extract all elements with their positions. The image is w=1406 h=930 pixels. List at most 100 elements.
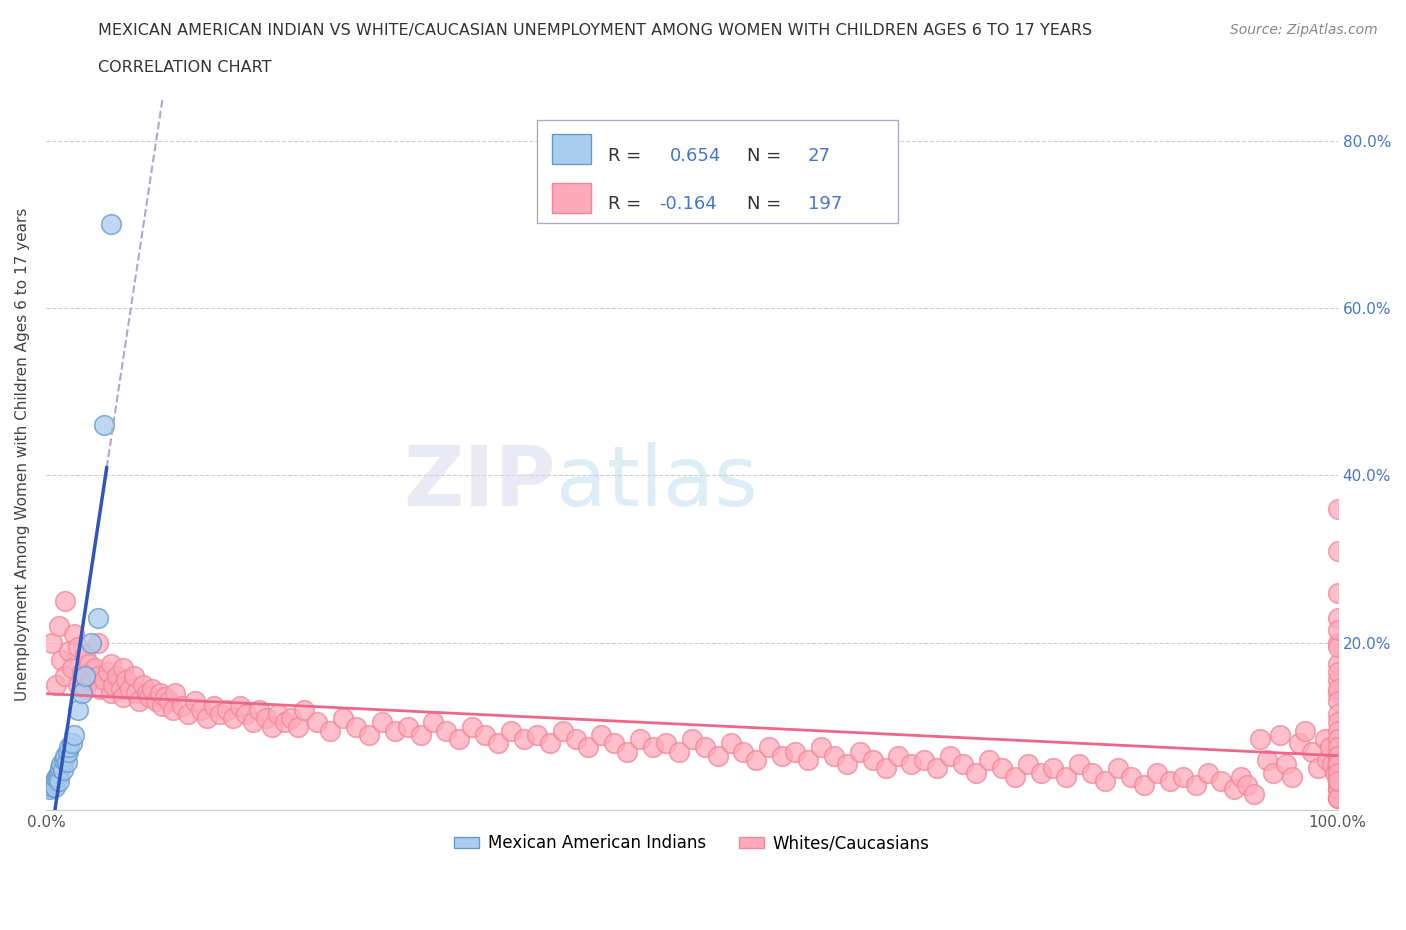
Point	[396, 719, 419, 734]
Point	[1326, 761, 1348, 776]
Point	[41, 779, 63, 794]
Bar	[553, 134, 591, 165]
Point	[965, 765, 987, 780]
Point	[1313, 732, 1336, 747]
Point	[73, 648, 96, 663]
Point	[1211, 774, 1233, 789]
Point	[952, 757, 974, 772]
Point	[538, 736, 561, 751]
Point	[86, 635, 108, 650]
Point	[1281, 769, 1303, 784]
Point	[977, 752, 1000, 767]
Point	[157, 694, 180, 709]
Point	[1326, 757, 1348, 772]
Point	[655, 736, 678, 751]
Point	[797, 752, 820, 767]
Point	[1236, 777, 1258, 792]
Point	[384, 724, 406, 738]
Point	[51, 757, 73, 772]
Point	[86, 610, 108, 625]
Point	[197, 711, 219, 725]
Point	[202, 698, 225, 713]
Point	[939, 749, 962, 764]
Point	[1326, 724, 1348, 738]
Point	[499, 724, 522, 738]
Point	[1146, 765, 1168, 780]
Point	[641, 740, 664, 755]
Point	[1326, 790, 1348, 805]
Point	[242, 715, 264, 730]
Point	[149, 685, 172, 700]
Point	[578, 740, 600, 755]
Point	[319, 724, 342, 738]
Point	[267, 707, 290, 722]
Point	[1159, 774, 1181, 789]
Point	[1319, 740, 1341, 755]
Point	[706, 749, 728, 764]
Point	[125, 685, 148, 700]
Point	[823, 749, 845, 764]
Point	[44, 774, 66, 789]
Point	[118, 682, 141, 697]
Point	[67, 677, 90, 692]
Point	[1256, 752, 1278, 767]
Point	[122, 669, 145, 684]
Point	[1326, 665, 1348, 680]
Point	[461, 719, 484, 734]
Point	[1326, 765, 1348, 780]
Point	[63, 627, 86, 642]
Point	[513, 732, 536, 747]
Point	[1133, 777, 1156, 792]
Point	[105, 669, 128, 684]
Point	[38, 782, 60, 797]
Point	[486, 736, 509, 751]
Text: 0.654: 0.654	[669, 147, 721, 166]
Point	[1029, 765, 1052, 780]
Point	[1326, 610, 1348, 625]
Point	[409, 727, 432, 742]
Point	[1119, 769, 1142, 784]
Text: N =: N =	[748, 194, 787, 213]
Point	[53, 749, 76, 764]
Point	[628, 732, 651, 747]
Point	[165, 685, 187, 700]
Point	[52, 763, 75, 777]
Point	[848, 744, 870, 759]
Point	[1294, 724, 1316, 738]
Point	[1249, 732, 1271, 747]
Point	[46, 769, 69, 784]
Point	[53, 669, 76, 684]
Point	[1229, 769, 1251, 784]
Point	[56, 744, 79, 759]
Point	[1243, 786, 1265, 801]
Point	[135, 685, 157, 700]
Point	[344, 719, 367, 734]
Point	[112, 660, 135, 675]
Point	[292, 702, 315, 717]
Text: R =: R =	[607, 147, 647, 166]
Point	[927, 761, 949, 776]
Point	[1326, 774, 1348, 789]
Point	[1326, 757, 1348, 772]
Point	[1326, 782, 1348, 797]
Y-axis label: Unemployment Among Women with Children Ages 6 to 17 years: Unemployment Among Women with Children A…	[15, 207, 30, 701]
Point	[235, 707, 257, 722]
Point	[1326, 585, 1348, 600]
Point	[1326, 790, 1348, 805]
Point	[93, 673, 115, 688]
Point	[1326, 685, 1348, 700]
Point	[422, 715, 444, 730]
Point	[1326, 682, 1348, 697]
Point	[138, 690, 160, 705]
Point	[162, 702, 184, 717]
Point	[1054, 769, 1077, 784]
Point	[70, 665, 93, 680]
Point	[1326, 715, 1348, 730]
Point	[183, 694, 205, 709]
Text: atlas: atlas	[557, 443, 758, 524]
Point	[48, 774, 70, 789]
Point	[141, 682, 163, 697]
Point	[80, 673, 103, 688]
Point	[1322, 757, 1344, 772]
Point	[770, 749, 793, 764]
